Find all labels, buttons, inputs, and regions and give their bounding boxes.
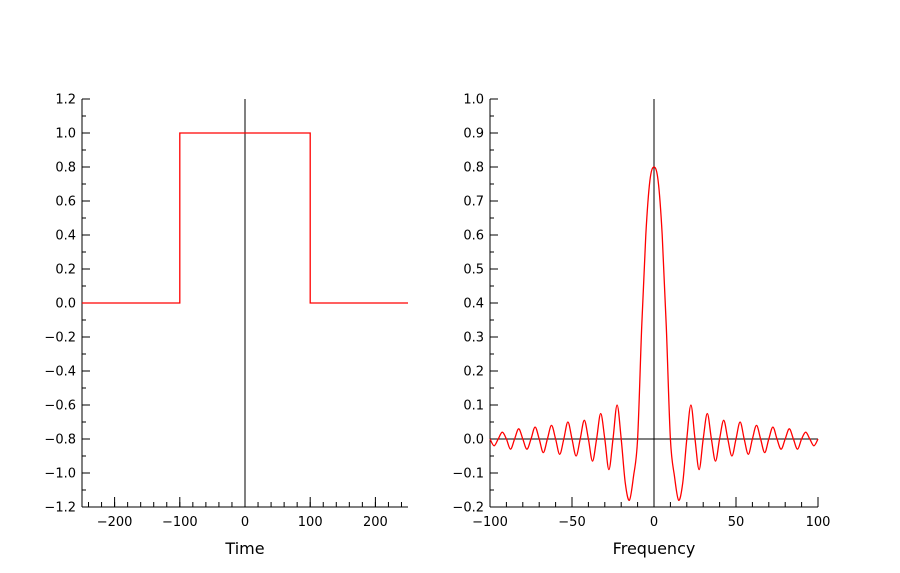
frequency-domain-plot: Frequency −0.2 −0.1 0.0 0.1 0.2 0.3 0.4 0.5 0.6 0… [452, 93, 830, 559]
y-tick-label: 1.0 [463, 93, 484, 108]
y-tick-label: 0.6 [463, 229, 484, 244]
x-tick-label: 0 [241, 515, 249, 530]
x-tick-label: −50 [558, 515, 585, 530]
y-tick-label: −1.2 [44, 501, 76, 516]
x-tick-label: −100 [162, 515, 198, 530]
y-tick-label: −0.2 [452, 501, 484, 516]
y-tick-label: 0.6 [55, 195, 76, 210]
x-axis-label: Frequency [613, 539, 696, 558]
y-tick-label: −0.2 [44, 331, 76, 346]
y-tick-label: 0.7 [463, 195, 484, 210]
y-tick-label: 0.2 [55, 263, 76, 278]
y-tick-label: 0.4 [55, 229, 76, 244]
rect-pulse-line [82, 132, 408, 304]
x-tick-label: 0 [650, 515, 658, 530]
x-tick-label: 100 [298, 515, 323, 530]
y-tick-label: −0.1 [452, 467, 484, 482]
y-tick-label: 0.0 [463, 433, 484, 448]
y-tick-label: 0.5 [463, 263, 484, 278]
y-tick-label: −0.6 [44, 399, 76, 414]
y-tick-label: −0.4 [44, 365, 76, 380]
y-tick-label: 0.2 [463, 365, 484, 380]
y-tick-label: 0.9 [463, 127, 484, 142]
x-tick-label: 100 [806, 515, 831, 530]
y-tick-label: −0.8 [44, 433, 76, 448]
x-tick-label: −200 [97, 515, 133, 530]
y-tick-label: 1.2 [55, 93, 76, 108]
y-tick-label: 0.0 [55, 297, 76, 312]
y-tick-label: 0.8 [55, 161, 76, 176]
y-tick-label: 1.0 [55, 127, 76, 142]
y-tick-label: 0.3 [463, 331, 484, 346]
sinc-curve [489, 166, 819, 501]
x-tick-label: 200 [363, 515, 388, 530]
y-tick-label: 0.4 [463, 297, 484, 312]
x-tick-label: −100 [472, 515, 508, 530]
x-tick-label: 50 [728, 515, 745, 530]
x-axis-label: Time [224, 539, 264, 558]
time-domain-plot: Time −1.2 −1.0 −0.8 −0.6 −0.4 −0.2 0.0 0.2 0.4 0.… [44, 93, 408, 558]
y-tick-label: 0.8 [463, 161, 484, 176]
y-tick-label: −1.0 [44, 467, 76, 482]
y-tick-label: 0.1 [463, 399, 484, 414]
